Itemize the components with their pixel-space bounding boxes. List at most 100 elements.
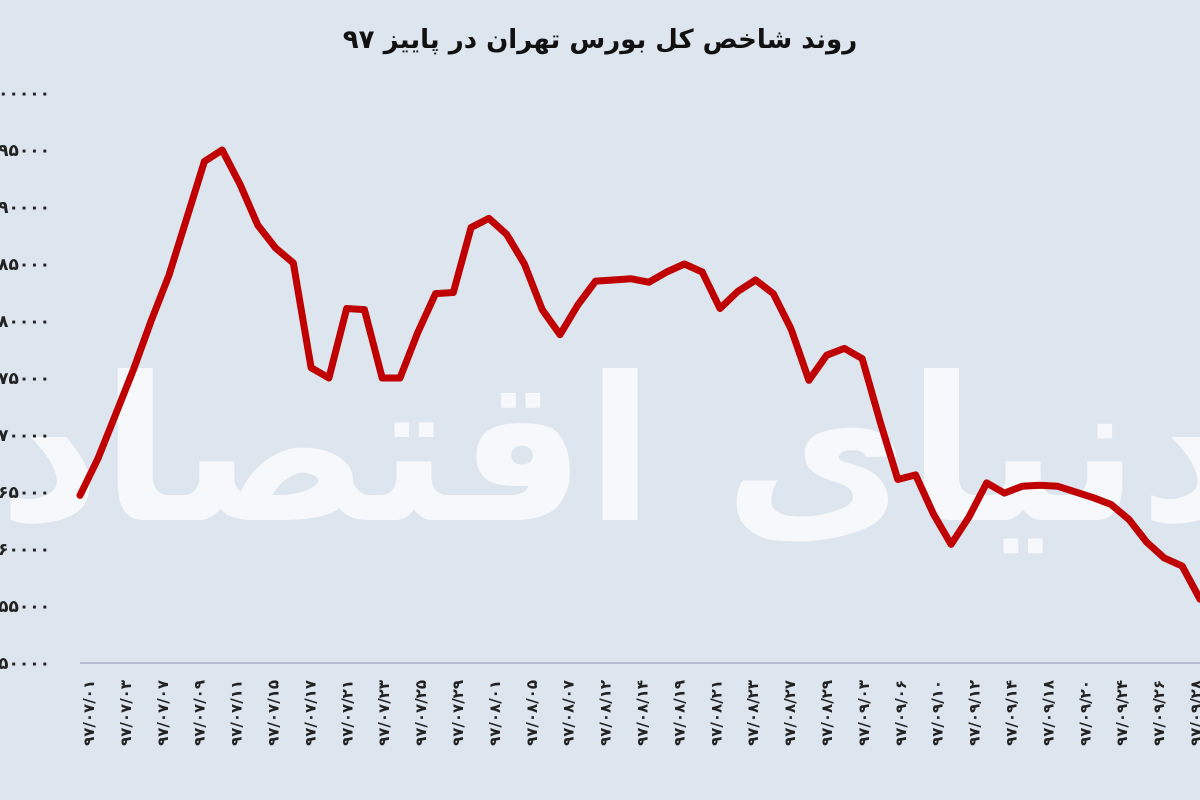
data-point: [930, 510, 937, 517]
data-point: [1179, 563, 1186, 570]
data-point: [237, 181, 243, 188]
data-point: [948, 541, 955, 548]
data-point: [361, 306, 368, 313]
x-tick-label: ۹۷/۰۷/۲۵: [412, 680, 430, 746]
data-point: [414, 329, 421, 336]
data-point: [1108, 501, 1115, 508]
data-point: [699, 269, 706, 275]
data-point: [823, 352, 830, 359]
x-tick-label: ۹۷/۰۷/۲۳: [375, 680, 393, 746]
data-point: [254, 222, 261, 229]
series-line: [76, 146, 1200, 603]
data-point: [1143, 539, 1150, 546]
data-point: [450, 289, 457, 296]
data-point: [290, 259, 297, 266]
x-tick-label: ۹۷/۰۹/۱۰: [929, 680, 947, 746]
data-point: [308, 364, 315, 371]
x-tick-label: ۹۷/۰۸/۲۱: [707, 680, 725, 746]
x-tick-label: ۹۷/۰۸/۱۹: [670, 680, 688, 746]
y-tick-label: ۱۵۰۰۰۰: [0, 654, 50, 674]
y-tick-label: ۱۷۰۰۰۰: [0, 426, 50, 446]
data-point: [165, 272, 172, 279]
data-point: [788, 326, 795, 332]
watermark: دنیای اقتصاد: [0, 335, 1200, 568]
data-point: [663, 269, 670, 275]
data-point: [432, 290, 439, 297]
y-tick-label: ۱۹۰۰۰۰: [0, 198, 50, 218]
data-point: [201, 158, 208, 165]
data-point: [219, 147, 226, 153]
x-tick-label: ۹۷/۰۷/۲۹: [449, 680, 467, 746]
data-point: [485, 215, 492, 222]
data-point: [1161, 555, 1168, 562]
x-tick-label: ۹۷/۰۷/۰۹: [191, 680, 209, 746]
x-tick-label: ۹۷/۰۸/۱۴: [634, 680, 652, 746]
x-tick-label: ۹۷/۰۹/۲۴: [1113, 680, 1131, 746]
x-tick-label: ۹۷/۰۹/۱۴: [1003, 680, 1021, 746]
data-point: [272, 245, 279, 251]
data-point: [645, 279, 652, 286]
data-point: [1197, 596, 1200, 603]
data-point: [343, 305, 350, 312]
x-tick-label: ۹۷/۰۷/۰۱: [80, 680, 98, 746]
data-point: [592, 278, 599, 285]
x-axis: ۹۷/۰۷/۰۱ ۹۷/۰۷/۰۳ ۹۷/۰۷/۰۷ ۹۷/۰۷/۰۹ ۹۷/۰۷/۱۱…: [80, 680, 1200, 746]
data-point: [1019, 483, 1026, 490]
x-tick-label: ۹۷/۰۸/۰۷: [560, 680, 578, 746]
x-tick-label: ۹۷/۰۸/۲۹: [818, 680, 836, 746]
data-point: [397, 375, 403, 381]
data-point: [752, 277, 759, 283]
x-tick-label: ۹۷/۰۷/۰۷: [154, 680, 172, 746]
data-point: [325, 375, 332, 381]
x-tick-label: ۹۷/۰۹/۰۶: [892, 680, 910, 746]
data-point: [1125, 516, 1132, 523]
data-point: [1090, 494, 1097, 501]
x-tick-label: ۹۷/۰۷/۰۳: [117, 680, 135, 746]
data-point: [1054, 483, 1061, 490]
x-tick-label: ۹۷/۰۷/۲۱: [338, 680, 356, 746]
x-tick-label: ۹۷/۰۸/۰۱: [486, 680, 504, 746]
data-point: [148, 318, 155, 324]
data-point: [183, 215, 190, 222]
data-point: [539, 306, 546, 313]
x-tick-label: ۹۷/۰۸/۱۲: [597, 680, 615, 746]
data-point: [1001, 490, 1008, 497]
data-point: [610, 277, 617, 283]
x-tick-label: ۹۷/۰۹/۰۳: [855, 680, 873, 746]
data-point: [1072, 489, 1079, 495]
data-point: [503, 231, 510, 238]
y-tick-label: ۱۵۵۰۰۰: [0, 597, 50, 617]
data-point: [841, 345, 848, 352]
data-point: [112, 411, 119, 418]
data-point: [521, 261, 528, 267]
y-tick-label: ۲۰۰۰۰۰: [0, 84, 50, 104]
chart-title: روند شاخص کل بورس تهران در پاییز ۹۷: [343, 25, 857, 55]
x-tick-label: ۹۷/۰۹/۲۶: [1150, 680, 1168, 746]
x-tick-label: ۹۷/۰۹/۱۸: [1039, 680, 1057, 746]
x-tick-label: ۹۷/۰۷/۱۵: [265, 680, 283, 746]
data-point: [557, 331, 563, 338]
watermark-text: دنیای اقتصاد: [0, 335, 1200, 568]
x-tick-label: ۹۷/۰۹/۲۸: [1187, 680, 1200, 746]
y-tick-label: ۱۸۵۰۰۰: [0, 255, 50, 275]
x-tick-label: ۹۷/۰۷/۱۱: [228, 680, 246, 746]
data-point: [894, 476, 901, 483]
data-point: [628, 275, 635, 282]
x-tick-label: ۹۷/۰۸/۲۷: [781, 680, 799, 746]
data-point: [681, 261, 688, 267]
x-tick-label: ۹۷/۰۷/۱۷: [301, 680, 319, 746]
data-point: [379, 375, 386, 381]
series-layer: [76, 146, 1200, 603]
data-point: [468, 224, 475, 231]
x-tick-label: ۹۷/۰۸/۲۳: [744, 680, 762, 746]
data-point: [912, 471, 919, 478]
data-point: [734, 288, 741, 295]
data-point: [770, 290, 777, 297]
data-point: [983, 479, 990, 486]
data-point: [965, 514, 972, 521]
x-tick-label: ۹۷/۰۹/۲۰: [1076, 680, 1094, 746]
data-point: [877, 418, 883, 425]
y-tick-label: ۱۶۵۰۰۰: [0, 483, 50, 503]
data-point: [859, 355, 866, 362]
